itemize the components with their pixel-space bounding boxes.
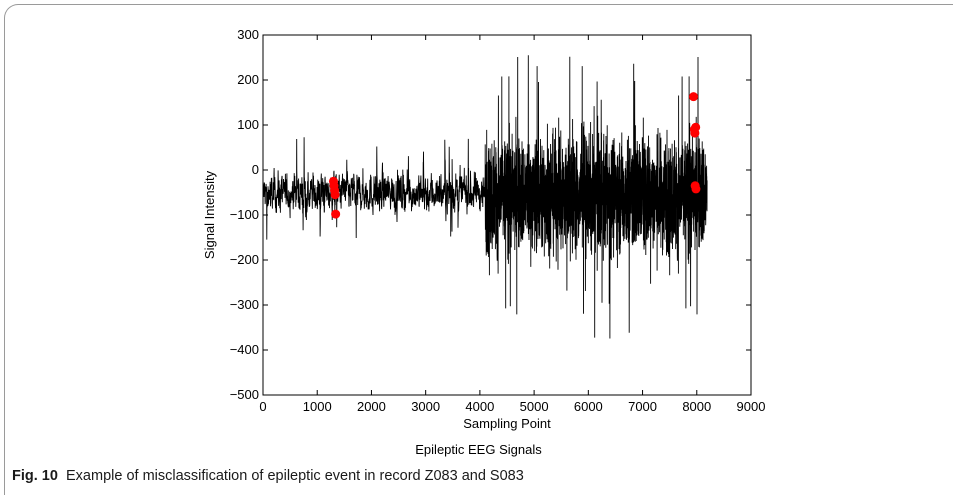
x-tick-label: 3000 xyxy=(411,399,440,414)
y-tick-label: 0 xyxy=(252,162,259,177)
caption-label: Fig. 10 xyxy=(12,468,58,484)
y-axis-label: Signal Intensity xyxy=(202,170,217,259)
x-axis-label: Sampling Point xyxy=(463,416,551,431)
misclassified-point xyxy=(691,184,701,194)
misclassified-point xyxy=(689,92,699,102)
eeg-signal-path xyxy=(262,55,708,339)
figure-frame xyxy=(4,4,953,495)
chart-subtitle: Epileptic EEG Signals xyxy=(415,442,542,457)
y-tick-label: −200 xyxy=(230,252,259,267)
misclassified-point xyxy=(691,122,701,132)
marker-group xyxy=(328,92,701,219)
x-tick-label: 6000 xyxy=(574,399,603,414)
figure-caption: Fig. 10 Example of misclassification of … xyxy=(12,468,524,484)
x-tick-label: 2000 xyxy=(357,399,386,414)
x-tick-label: 5000 xyxy=(520,399,549,414)
y-tick-label: 300 xyxy=(237,27,259,42)
y-tick-label: −100 xyxy=(230,207,259,222)
y-tick-label: 100 xyxy=(237,117,259,132)
x-tick-label: 4000 xyxy=(465,399,494,414)
x-tick-label: 1000 xyxy=(303,399,332,414)
signal-line xyxy=(262,55,708,339)
y-tick-label: −400 xyxy=(230,342,259,357)
caption-text: Example of misclassification of epilepti… xyxy=(66,468,524,484)
misclassified-point xyxy=(331,209,341,219)
y-tick-label: 200 xyxy=(237,72,259,87)
y-tick-label: −300 xyxy=(230,297,259,312)
misclassified-point xyxy=(330,190,340,200)
x-tick-label: 7000 xyxy=(628,399,657,414)
x-tick-label: 8000 xyxy=(682,399,711,414)
y-tick-label: −500 xyxy=(230,387,259,402)
axis-ticks: 0 1000 2000 3000 4000 5000 6000 7000 8000 9000300… xyxy=(230,27,766,414)
x-tick-label: 0 xyxy=(259,399,266,414)
x-tick-label: 9000 xyxy=(737,399,766,414)
